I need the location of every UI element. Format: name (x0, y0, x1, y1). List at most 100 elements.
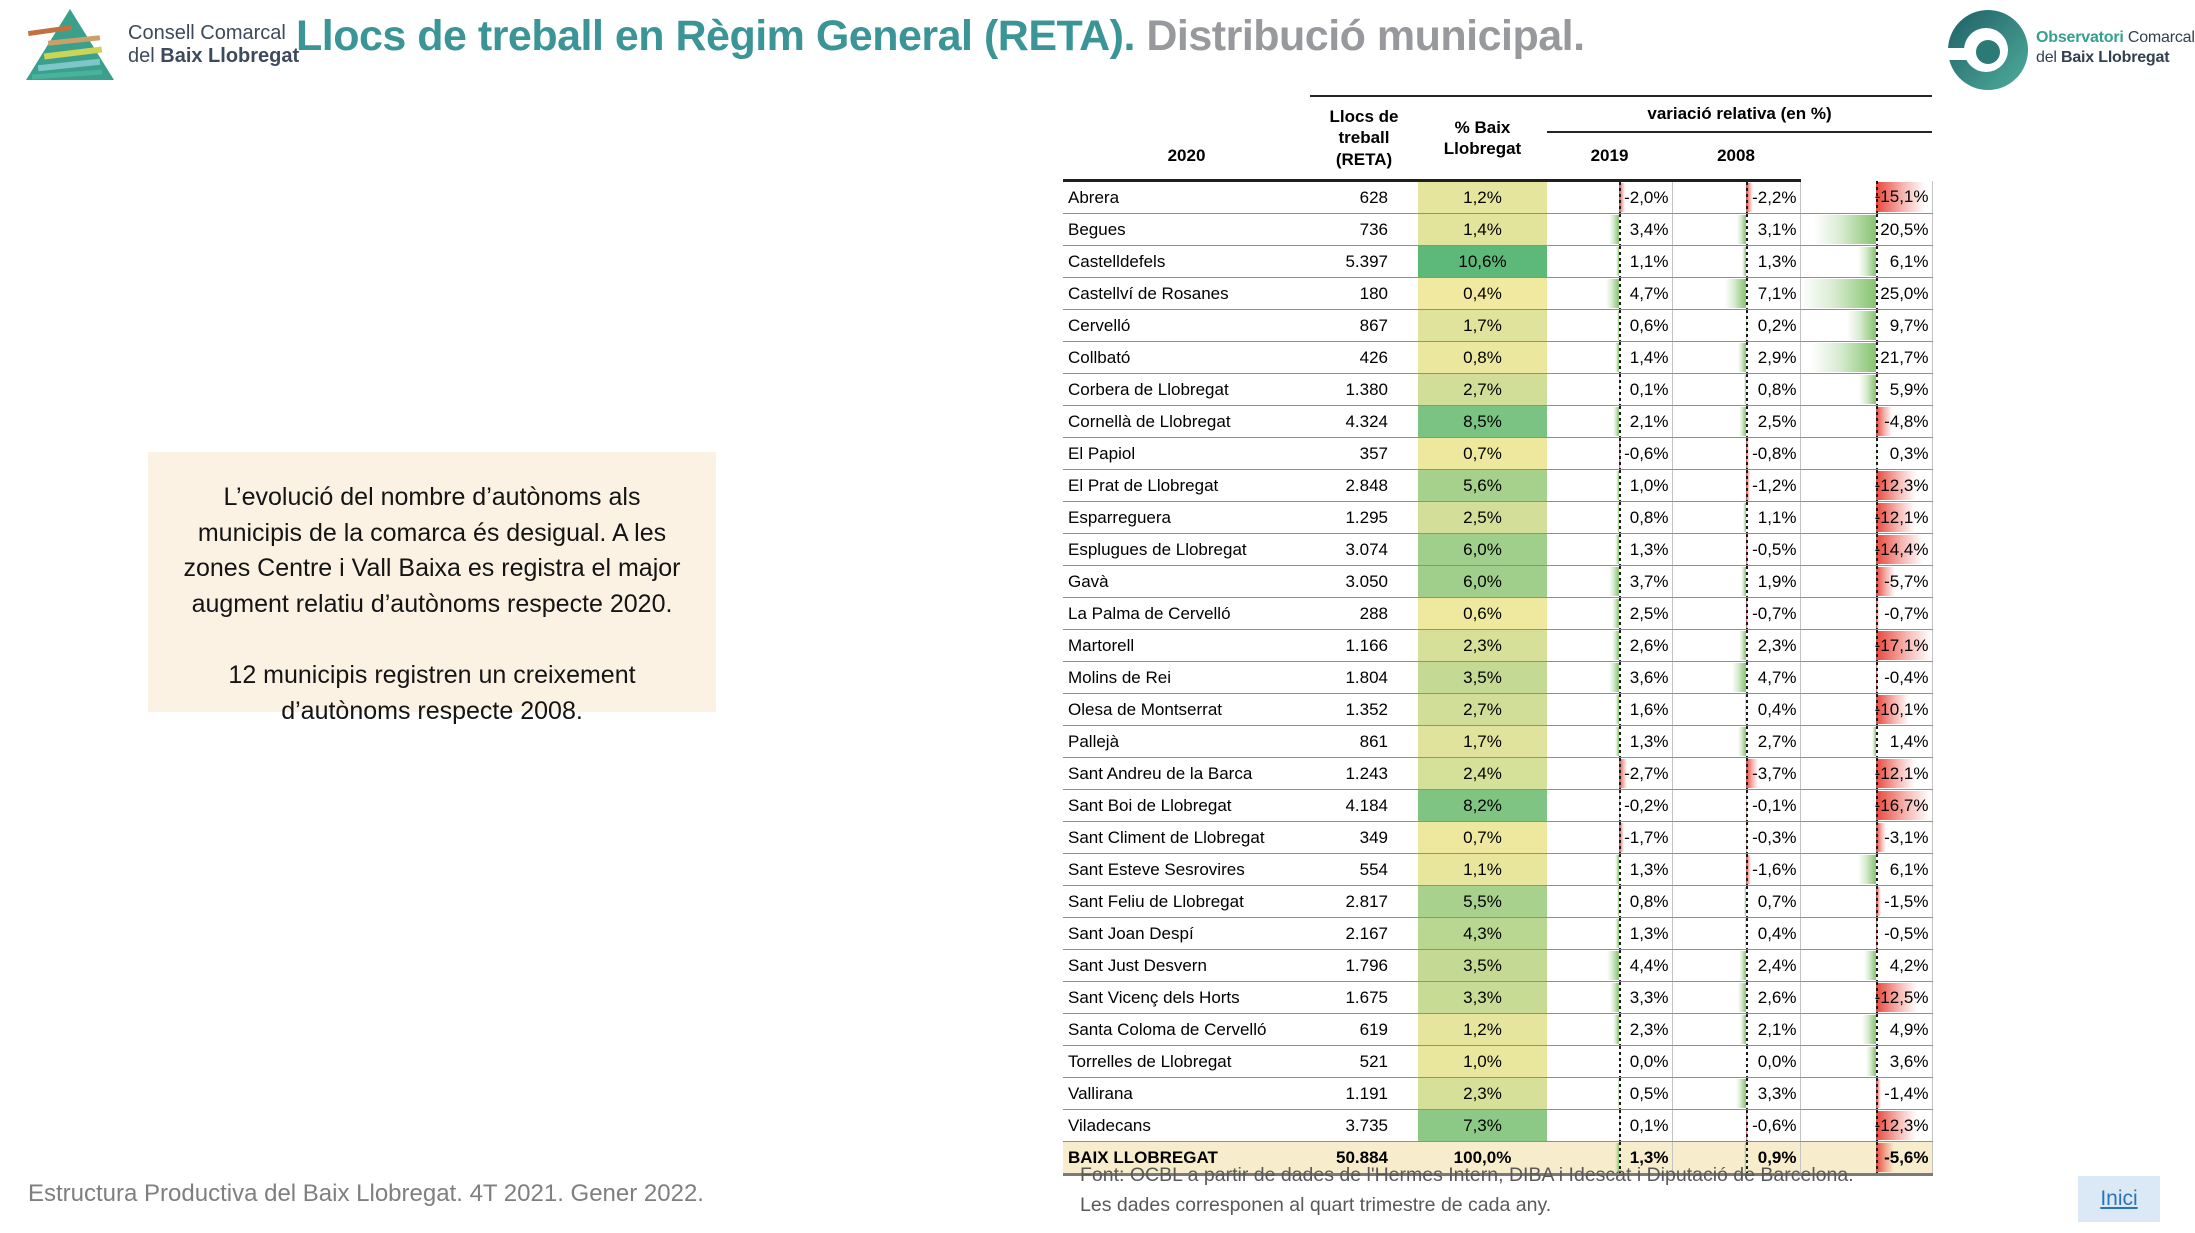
variation-value: 5,9% (1889, 380, 1929, 399)
databar-axis (1746, 502, 1749, 533)
jobs-count-cell: 554 (1310, 853, 1418, 886)
jobs-count-cell: 5.397 (1310, 245, 1418, 278)
databar-axis (1619, 374, 1622, 405)
positive-databar (1875, 439, 1877, 468)
variation-cell-2008: -12,1% (1799, 501, 1933, 534)
variation-cell-2019: 0,4% (1671, 693, 1800, 726)
positive-databar (1611, 599, 1620, 628)
databar-axis (1876, 406, 1879, 437)
variation-cell-2020: 1,3% (1547, 1141, 1672, 1176)
negative-databar (1876, 887, 1882, 916)
variation-value: 1,9% (1757, 572, 1797, 591)
variation-cell-2020: 1,3% (1547, 725, 1672, 758)
positive-databar (1725, 279, 1747, 308)
pct-share-cell: 1,7% (1418, 725, 1547, 758)
variation-cell-2008: -15,1% (1799, 180, 1933, 214)
table-row: Torrelles de Llobregat 521 1,0% 0,0% 0,0% 3,6… (1063, 1045, 1933, 1078)
variation-value: 3,3% (1629, 988, 1669, 1007)
databar-axis (1619, 1110, 1622, 1141)
variation-value: 0,8% (1629, 892, 1669, 911)
municipality-name-cell: Abrera (1063, 180, 1310, 214)
databar-axis (1876, 534, 1879, 565)
table-row: Santa Coloma de Cervelló 619 1,2% 2,3% 2,1% 4… (1063, 1013, 1933, 1046)
databar-axis (1746, 406, 1749, 437)
table-row: Pallejà 861 1,7% 1,3% 2,7% 1,4% (1063, 725, 1933, 758)
negative-databar (1876, 631, 1932, 660)
databar-axis (1746, 1078, 1749, 1109)
table-row: La Palma de Cervelló 288 0,6% 2,5% -0,7% -0,7… (1063, 597, 1933, 630)
variation-cell-2020: 1,0% (1547, 469, 1672, 502)
municipality-name-cell: BAIX LLOBREGAT (1063, 1141, 1310, 1176)
variation-cell-2019: 2,9% (1671, 341, 1800, 374)
positive-databar (1739, 631, 1747, 660)
variation-cell-2019: 0,9% (1671, 1141, 1800, 1176)
table-row: El Papiol 357 0,7% -0,6% -0,8% 0,3% (1063, 437, 1933, 470)
variation-cell-2020: 2,5% (1547, 597, 1672, 630)
databar-axis (1746, 630, 1749, 661)
table-row: Castellví de Rosanes 180 0,4% 4,7% 7,1% 25,0% (1063, 277, 1933, 310)
variation-cell-2008: 6,1% (1799, 245, 1933, 278)
jobs-count-cell: 1.804 (1310, 661, 1418, 694)
pct-share-cell: 3,3% (1418, 981, 1547, 1014)
table-row: Sant Climent de Llobregat 349 0,7% -1,7% -0,… (1063, 821, 1933, 854)
databar-axis (1746, 886, 1749, 917)
variation-value: 3,4% (1629, 220, 1669, 239)
variation-cell-2020: 2,6% (1547, 629, 1672, 662)
table-row: Abrera 628 1,2% -2,0% -2,2% -15,1% (1063, 180, 1933, 214)
positive-databar (1742, 503, 1747, 532)
variation-cell-2019: 2,4% (1671, 949, 1800, 982)
variation-value: -2,2% (1752, 188, 1797, 207)
pct-share-cell: 5,6% (1418, 469, 1547, 502)
variation-cell-2008: 6,1% (1799, 853, 1933, 886)
variation-value: 3,6% (1629, 668, 1669, 687)
databar-axis (1619, 342, 1622, 373)
report-footer-title: Estructura Productiva del Baix Llobregat… (28, 1180, 704, 1207)
variation-cell-2019: -0,8% (1671, 437, 1800, 470)
variation-cell-2019: -1,2% (1671, 469, 1800, 502)
pct-share-cell: 1,7% (1418, 309, 1547, 342)
positive-databar (1857, 247, 1877, 276)
pct-share-cell: 1,0% (1418, 1045, 1547, 1078)
variation-cell-2008: -1,5% (1799, 885, 1933, 918)
variation-cell-2019: -0,5% (1671, 533, 1800, 566)
jobs-count-cell: 867 (1310, 309, 1418, 342)
pct-share-cell: 3,5% (1418, 949, 1547, 982)
pct-share-cell: 4,3% (1418, 917, 1547, 950)
pct-share-cell: 1,2% (1418, 1013, 1547, 1046)
jobs-count-cell: 50.884 (1310, 1141, 1418, 1176)
databar-axis (1876, 1014, 1879, 1045)
municipality-name-cell: Torrelles de Llobregat (1063, 1045, 1310, 1078)
variation-value: 4,9% (1889, 1020, 1929, 1039)
databar-axis (1619, 822, 1622, 853)
variation-cell-2008: 20,5% (1799, 213, 1933, 246)
positive-databar (1738, 983, 1747, 1012)
jobs-count-cell: 3.050 (1310, 565, 1418, 598)
variation-cell-2019: 2,3% (1671, 629, 1800, 662)
negative-databar (1876, 759, 1916, 788)
variation-value: 2,3% (1757, 636, 1797, 655)
page-title: Llocs de treball en Règim General (RETA)… (296, 12, 1585, 61)
variation-cell-2020: -2,0% (1547, 180, 1672, 214)
databar-axis (1746, 278, 1749, 309)
databar-axis (1619, 726, 1622, 757)
source-note: Font: OCBL a partir de dades de l'Hermes… (1080, 1160, 1854, 1220)
variation-cell-2008: -12,3% (1799, 469, 1933, 502)
negative-databar (1746, 183, 1754, 212)
table-row: Sant Esteve Sesrovires 554 1,1% 1,3% -1,6% 6,… (1063, 853, 1933, 886)
negative-databar (1876, 471, 1917, 500)
databar-axis (1876, 374, 1879, 405)
databar-axis (1746, 1014, 1749, 1045)
variation-value: 2,6% (1757, 988, 1797, 1007)
databar-axis (1876, 1078, 1879, 1109)
variation-value: 1,4% (1889, 732, 1929, 751)
positive-databar (1615, 1143, 1620, 1172)
jobs-count-cell: 1.295 (1310, 501, 1418, 534)
table-row: Viladecans 3.735 7,3% 0,1% -0,6% -12,3% (1063, 1109, 1933, 1142)
databar-axis (1746, 246, 1749, 277)
inici-home-link[interactable]: Inici (2078, 1176, 2160, 1222)
databar-axis (1746, 694, 1749, 725)
variation-value: 1,3% (1757, 252, 1797, 271)
variation-cell-2020: -2,7% (1547, 757, 1672, 790)
table-row: Cornellà de Llobregat 4.324 8,5% 2,1% 2,5% -4… (1063, 405, 1933, 438)
positive-databar (1872, 727, 1877, 756)
